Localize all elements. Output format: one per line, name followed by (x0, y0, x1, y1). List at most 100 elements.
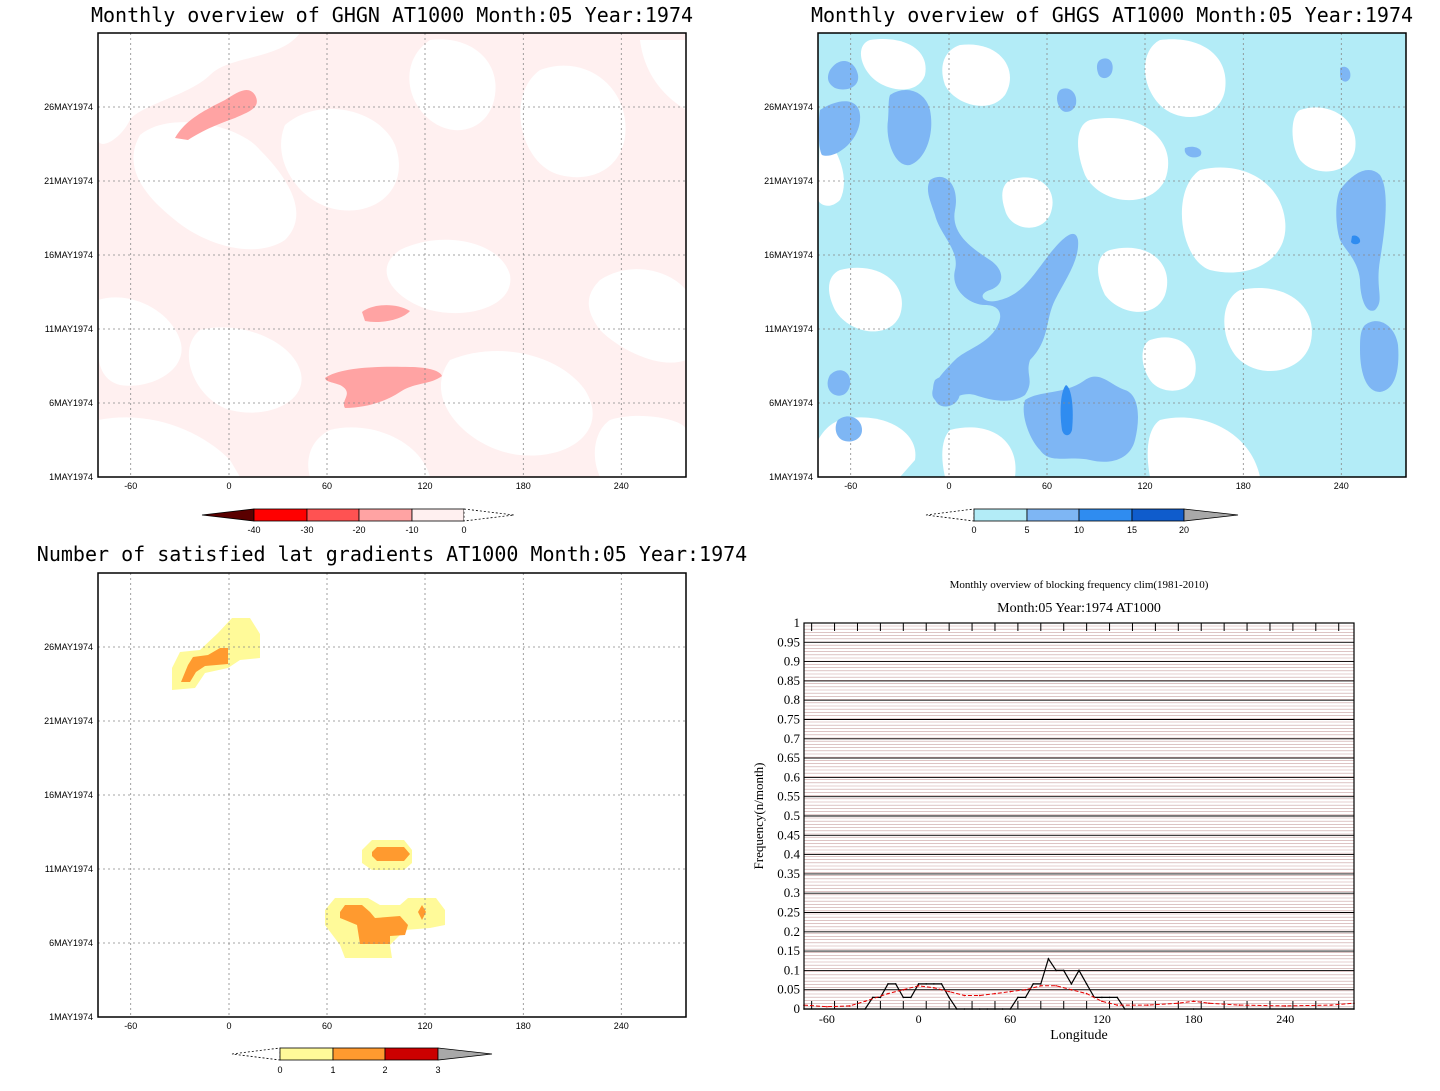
data-point (948, 996, 950, 999)
ghgn-frame (97, 32, 687, 478)
gradients-y-ticks: 1MAY1974 6MAY1974 11MAY1974 16MAY1974 21… (44, 642, 93, 1022)
y-tick-label: 0.4 (784, 847, 801, 862)
data-point (826, 1005, 828, 1008)
ghgs-x-ticks: -60 0 60 120 180 240 (844, 481, 1349, 491)
ghgn-y-ticks: 1MAY1974 6MAY1974 11MAY1974 16MAY1974 21… (44, 102, 93, 482)
ghgn-colorbar: -40 -30 -20 -10 0 (201, 508, 515, 535)
frequency-ylabel: Frequency(n/month) (751, 763, 766, 870)
y-tick-label: 0.75 (777, 712, 800, 727)
data-point (1032, 983, 1034, 985)
data-point (1238, 1004, 1241, 1006)
x-tick: -60 (844, 481, 857, 491)
ghgs-y-ticks: 1MAY1974 6MAY1974 11MAY1974 16MAY1974 21… (764, 102, 813, 482)
y-tick-label: 0.45 (777, 827, 800, 842)
y-tick-label: 0.9 (784, 654, 800, 669)
colorbar-label: -20 (352, 525, 365, 535)
x-tick: 0 (226, 481, 231, 491)
ghgn-title: Monthly overview of GHGN AT1000 Month:05… (91, 3, 693, 27)
data-point (1330, 1004, 1332, 1006)
data-point (1108, 996, 1111, 999)
y-tick: 11MAY1974 (45, 864, 93, 874)
colorbar-label: 2 (382, 1065, 387, 1075)
gradients-title: Number of satisfied lat gradients AT1000… (37, 542, 747, 566)
x-tick-label: 0 (916, 1012, 922, 1026)
frequency-frame (803, 622, 1355, 1010)
colorbar-label: 0 (971, 525, 976, 535)
y-tick-label: 0.6 (784, 769, 801, 784)
colorbar-label: 10 (1074, 525, 1084, 535)
data-point (933, 987, 935, 989)
data-point (849, 1005, 851, 1007)
y-tick: 26MAY1974 (764, 102, 813, 112)
x-tick: 120 (417, 481, 432, 491)
x-tick: 240 (614, 1021, 629, 1031)
y-tick: 16MAY1974 (764, 250, 813, 260)
y-tick: 6MAY1974 (49, 398, 93, 408)
ghgn-x-ticks: -60 0 60 120 180 240 (124, 481, 629, 491)
ghgs-title: Monthly overview of GHGS AT1000 Month:05… (811, 3, 1413, 27)
colorbar-label: 0 (461, 525, 466, 535)
data-point (1147, 1004, 1149, 1006)
panel-ghgn: Monthly overview of GHGN AT1000 Month:05… (44, 3, 693, 535)
ghgs-colorbar: 0 5 10 15 20 (925, 508, 1239, 535)
x-tick: 60 (322, 481, 332, 491)
y-tick: 11MAY1974 (45, 324, 93, 334)
x-tick: 240 (1334, 481, 1349, 491)
x-tick: 180 (516, 1021, 531, 1031)
y-tick-label: 0.85 (777, 673, 800, 688)
data-point (1101, 1000, 1103, 1003)
y-tick: 26MAY1974 (44, 102, 93, 112)
x-tick-label: 120 (1093, 1012, 1111, 1026)
x-tick-label: -60 (819, 1012, 835, 1026)
y-tick-label: 0.95 (777, 634, 800, 649)
y-tick-label: 0.7 (784, 731, 801, 746)
gradients-x-ticks: -60 0 60 120 180 240 (124, 1021, 629, 1031)
data-point (1024, 988, 1027, 991)
data-point (1085, 983, 1088, 985)
gradients-grid (98, 573, 686, 1017)
y-tick: 21MAY1974 (44, 716, 93, 726)
ghgs-grid (818, 33, 1406, 477)
data-point (894, 983, 897, 985)
colorbar-label: 20 (1179, 525, 1189, 535)
data-point (910, 996, 912, 999)
y-tick-label: 0.25 (777, 905, 800, 920)
x-tick: 0 (946, 481, 951, 491)
frequency-subtitle: Month:05 Year:1974 AT1000 (997, 601, 1161, 616)
data-point (1177, 1002, 1180, 1004)
data-point (933, 983, 935, 985)
y-tick: 21MAY1974 (764, 176, 813, 186)
gradients-field (98, 573, 686, 1017)
y-tick-label: 0.15 (777, 943, 800, 958)
ghgn-grid (98, 33, 686, 477)
colorbar-label: -30 (300, 525, 313, 535)
y-tick: 16MAY1974 (44, 250, 93, 260)
y-tick-label: 0.8 (784, 692, 800, 707)
y-tick-label: 0.05 (777, 982, 800, 997)
data-point (1047, 958, 1050, 960)
panel-frequency: Monthly overview of blocking frequency c… (751, 579, 1355, 1043)
frequency-xlabel: Longitude (1050, 1028, 1108, 1043)
data-point (872, 996, 874, 999)
data-point (1208, 1002, 1210, 1004)
data-point (1070, 983, 1073, 985)
y-tick-label: 0.5 (784, 808, 800, 823)
data-point (1009, 990, 1012, 993)
y-tick-label: 0.35 (777, 866, 800, 881)
colorbar-label: 15 (1127, 525, 1137, 535)
data-point (1040, 985, 1042, 987)
data-point (940, 983, 943, 985)
colorbar-label: -10 (405, 525, 418, 535)
y-tick-label: 0 (794, 1001, 801, 1016)
x-tick: 60 (322, 1021, 332, 1031)
y-tick-label: 0.3 (784, 885, 800, 900)
y-tick: 6MAY1974 (49, 938, 93, 948)
frequency-x-ticks (811, 623, 1340, 1009)
data-point (1040, 983, 1042, 985)
x-tick: -60 (124, 1021, 137, 1031)
data-point (902, 996, 905, 999)
y-tick-label: 0.2 (784, 924, 800, 939)
frequency-y-tick-labels: 0 0.05 0.1 0.15 0.2 0.25 0.3 0.35 0.4 0.45 0.5 0.55… (777, 615, 800, 1016)
data-point (1062, 969, 1065, 972)
y-tick: 16MAY1974 (44, 790, 93, 800)
